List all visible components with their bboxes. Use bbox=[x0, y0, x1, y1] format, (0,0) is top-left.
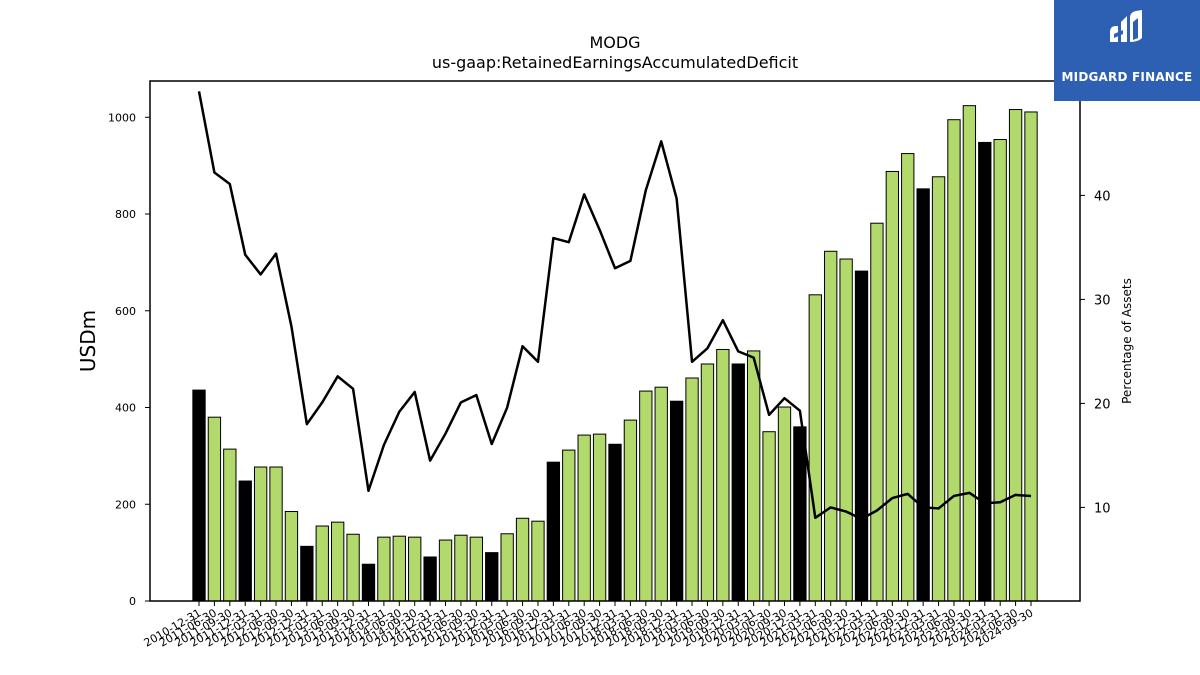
bar bbox=[654, 386, 668, 602]
bar bbox=[361, 563, 376, 602]
bar bbox=[592, 433, 607, 602]
bar bbox=[916, 188, 930, 602]
bar bbox=[531, 520, 545, 602]
bar bbox=[870, 222, 884, 602]
bar bbox=[284, 511, 299, 602]
bar bbox=[854, 270, 869, 602]
bar bbox=[485, 552, 499, 602]
brand-logo: MIDGARD FINANCE bbox=[1054, 0, 1200, 101]
brand-logo-text: MIDGARD FINANCE bbox=[1061, 70, 1193, 84]
y-axis-label: USDm bbox=[76, 310, 100, 372]
bar bbox=[300, 545, 314, 602]
bar bbox=[192, 389, 206, 602]
bar bbox=[824, 250, 838, 602]
bar bbox=[901, 153, 915, 602]
bar bbox=[947, 119, 961, 602]
bar bbox=[777, 406, 792, 602]
y-tick-label: 200 bbox=[115, 498, 136, 511]
bar bbox=[469, 536, 484, 602]
y-tick-label: 800 bbox=[115, 208, 136, 221]
bar bbox=[315, 525, 329, 602]
bar bbox=[808, 294, 822, 602]
y2-tick-label: 30 bbox=[1094, 293, 1111, 308]
bar bbox=[331, 521, 345, 602]
bar bbox=[269, 466, 283, 602]
chart-title: MODG bbox=[589, 33, 640, 52]
bar bbox=[454, 534, 468, 602]
bar bbox=[562, 449, 576, 602]
bar bbox=[253, 466, 268, 602]
midgard-logo-icon bbox=[1110, 10, 1142, 42]
y2-tick-label: 10 bbox=[1094, 501, 1111, 516]
y-tick-label: 1000 bbox=[108, 111, 136, 124]
bar bbox=[731, 363, 745, 602]
x-axis: 2010-12-312011-06-302011-09-302011-12-31… bbox=[142, 601, 1036, 650]
bar bbox=[423, 556, 437, 602]
y-tick-label: 0 bbox=[129, 595, 136, 608]
y-tick-label: 600 bbox=[115, 305, 136, 318]
bar bbox=[623, 419, 638, 602]
bar bbox=[346, 533, 360, 602]
y-axis-right: 1020304050 bbox=[1080, 85, 1111, 516]
bar bbox=[793, 426, 807, 602]
bar bbox=[839, 258, 853, 602]
bar bbox=[223, 448, 237, 602]
chart-subtitle: us-gaap:RetainedEarningsAccumulatedDefic… bbox=[432, 53, 798, 72]
line-layer bbox=[197, 91, 1032, 521]
y-tick-label: 400 bbox=[115, 402, 136, 415]
bar bbox=[515, 517, 530, 602]
y-axis-left: 0 200 400 600 800 1000 bbox=[108, 111, 150, 608]
y2-tick-label: 40 bbox=[1094, 189, 1111, 204]
bar bbox=[993, 139, 1007, 602]
bar bbox=[377, 536, 391, 602]
bar bbox=[685, 377, 699, 602]
bar bbox=[238, 480, 252, 602]
plot-area bbox=[192, 105, 1038, 602]
bar bbox=[1024, 111, 1038, 602]
bar bbox=[978, 141, 992, 602]
bar bbox=[962, 105, 977, 602]
bar bbox=[577, 434, 591, 602]
bar bbox=[639, 390, 653, 602]
bar bbox=[438, 539, 453, 602]
bar bbox=[762, 431, 776, 602]
bar bbox=[608, 443, 622, 602]
bar bbox=[885, 170, 899, 602]
bar bbox=[747, 350, 761, 602]
bar bbox=[408, 536, 422, 602]
series-line bbox=[197, 91, 1032, 521]
y2-tick-label: 20 bbox=[1094, 397, 1111, 412]
bar bbox=[669, 400, 684, 602]
bar bbox=[931, 176, 946, 602]
bar bbox=[500, 533, 514, 602]
bar bbox=[207, 416, 222, 602]
bar bbox=[1008, 109, 1023, 602]
bar bbox=[700, 363, 715, 602]
bar bbox=[546, 461, 561, 602]
bar bbox=[392, 535, 406, 602]
bar bbox=[716, 348, 730, 602]
y2-axis-label: Percentage of Assets bbox=[1120, 278, 1134, 404]
